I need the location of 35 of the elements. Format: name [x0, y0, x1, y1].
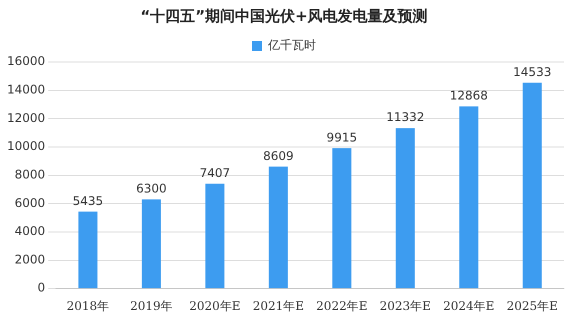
- bar: [268, 166, 288, 288]
- x-tick-label: 2023年E: [380, 298, 431, 313]
- bar: [396, 128, 415, 288]
- x-tick-label: 2024年E: [443, 298, 494, 313]
- y-tick-label: 12000: [6, 110, 46, 125]
- y-tick-label: 0: [38, 280, 46, 295]
- x-tick-label: 2022年E: [316, 298, 368, 313]
- data-label: 8609: [263, 148, 294, 163]
- y-tick-label: 16000: [6, 54, 46, 68]
- bar: [332, 148, 352, 288]
- x-tick-label: 2019年: [130, 298, 173, 313]
- y-tick-label: 6000: [14, 196, 46, 210]
- x-tick-label: 2020年E: [189, 298, 241, 313]
- y-tick-label: 4000: [14, 224, 46, 238]
- data-label: 12868: [450, 88, 488, 102]
- y-tick-label: 8000: [14, 167, 46, 182]
- y-tick-label: 2000: [14, 252, 46, 266]
- bar: [522, 82, 542, 288]
- data-label: 11332: [386, 110, 424, 124]
- x-tick-label: 2025年E: [506, 298, 558, 313]
- y-tick-label: 14000: [6, 82, 46, 96]
- bar: [142, 199, 161, 288]
- legend-label: 亿千瓦时: [267, 38, 316, 52]
- y-tick-label: 10000: [6, 139, 46, 154]
- data-label: 14533: [513, 64, 552, 79]
- data-label: 5435: [72, 194, 104, 208]
- data-label: 7407: [200, 166, 230, 180]
- data-label: 6300: [136, 182, 167, 196]
- bar: [78, 212, 98, 288]
- bar: [459, 106, 478, 288]
- x-tick-label: 2021年E: [252, 298, 304, 313]
- x-tick-label: 2018年: [66, 298, 110, 313]
- bar: [205, 184, 224, 288]
- chart-title: “十四五”期间中国光伏+风电发电量及预测: [140, 6, 428, 25]
- data-label: 9915: [326, 130, 358, 144]
